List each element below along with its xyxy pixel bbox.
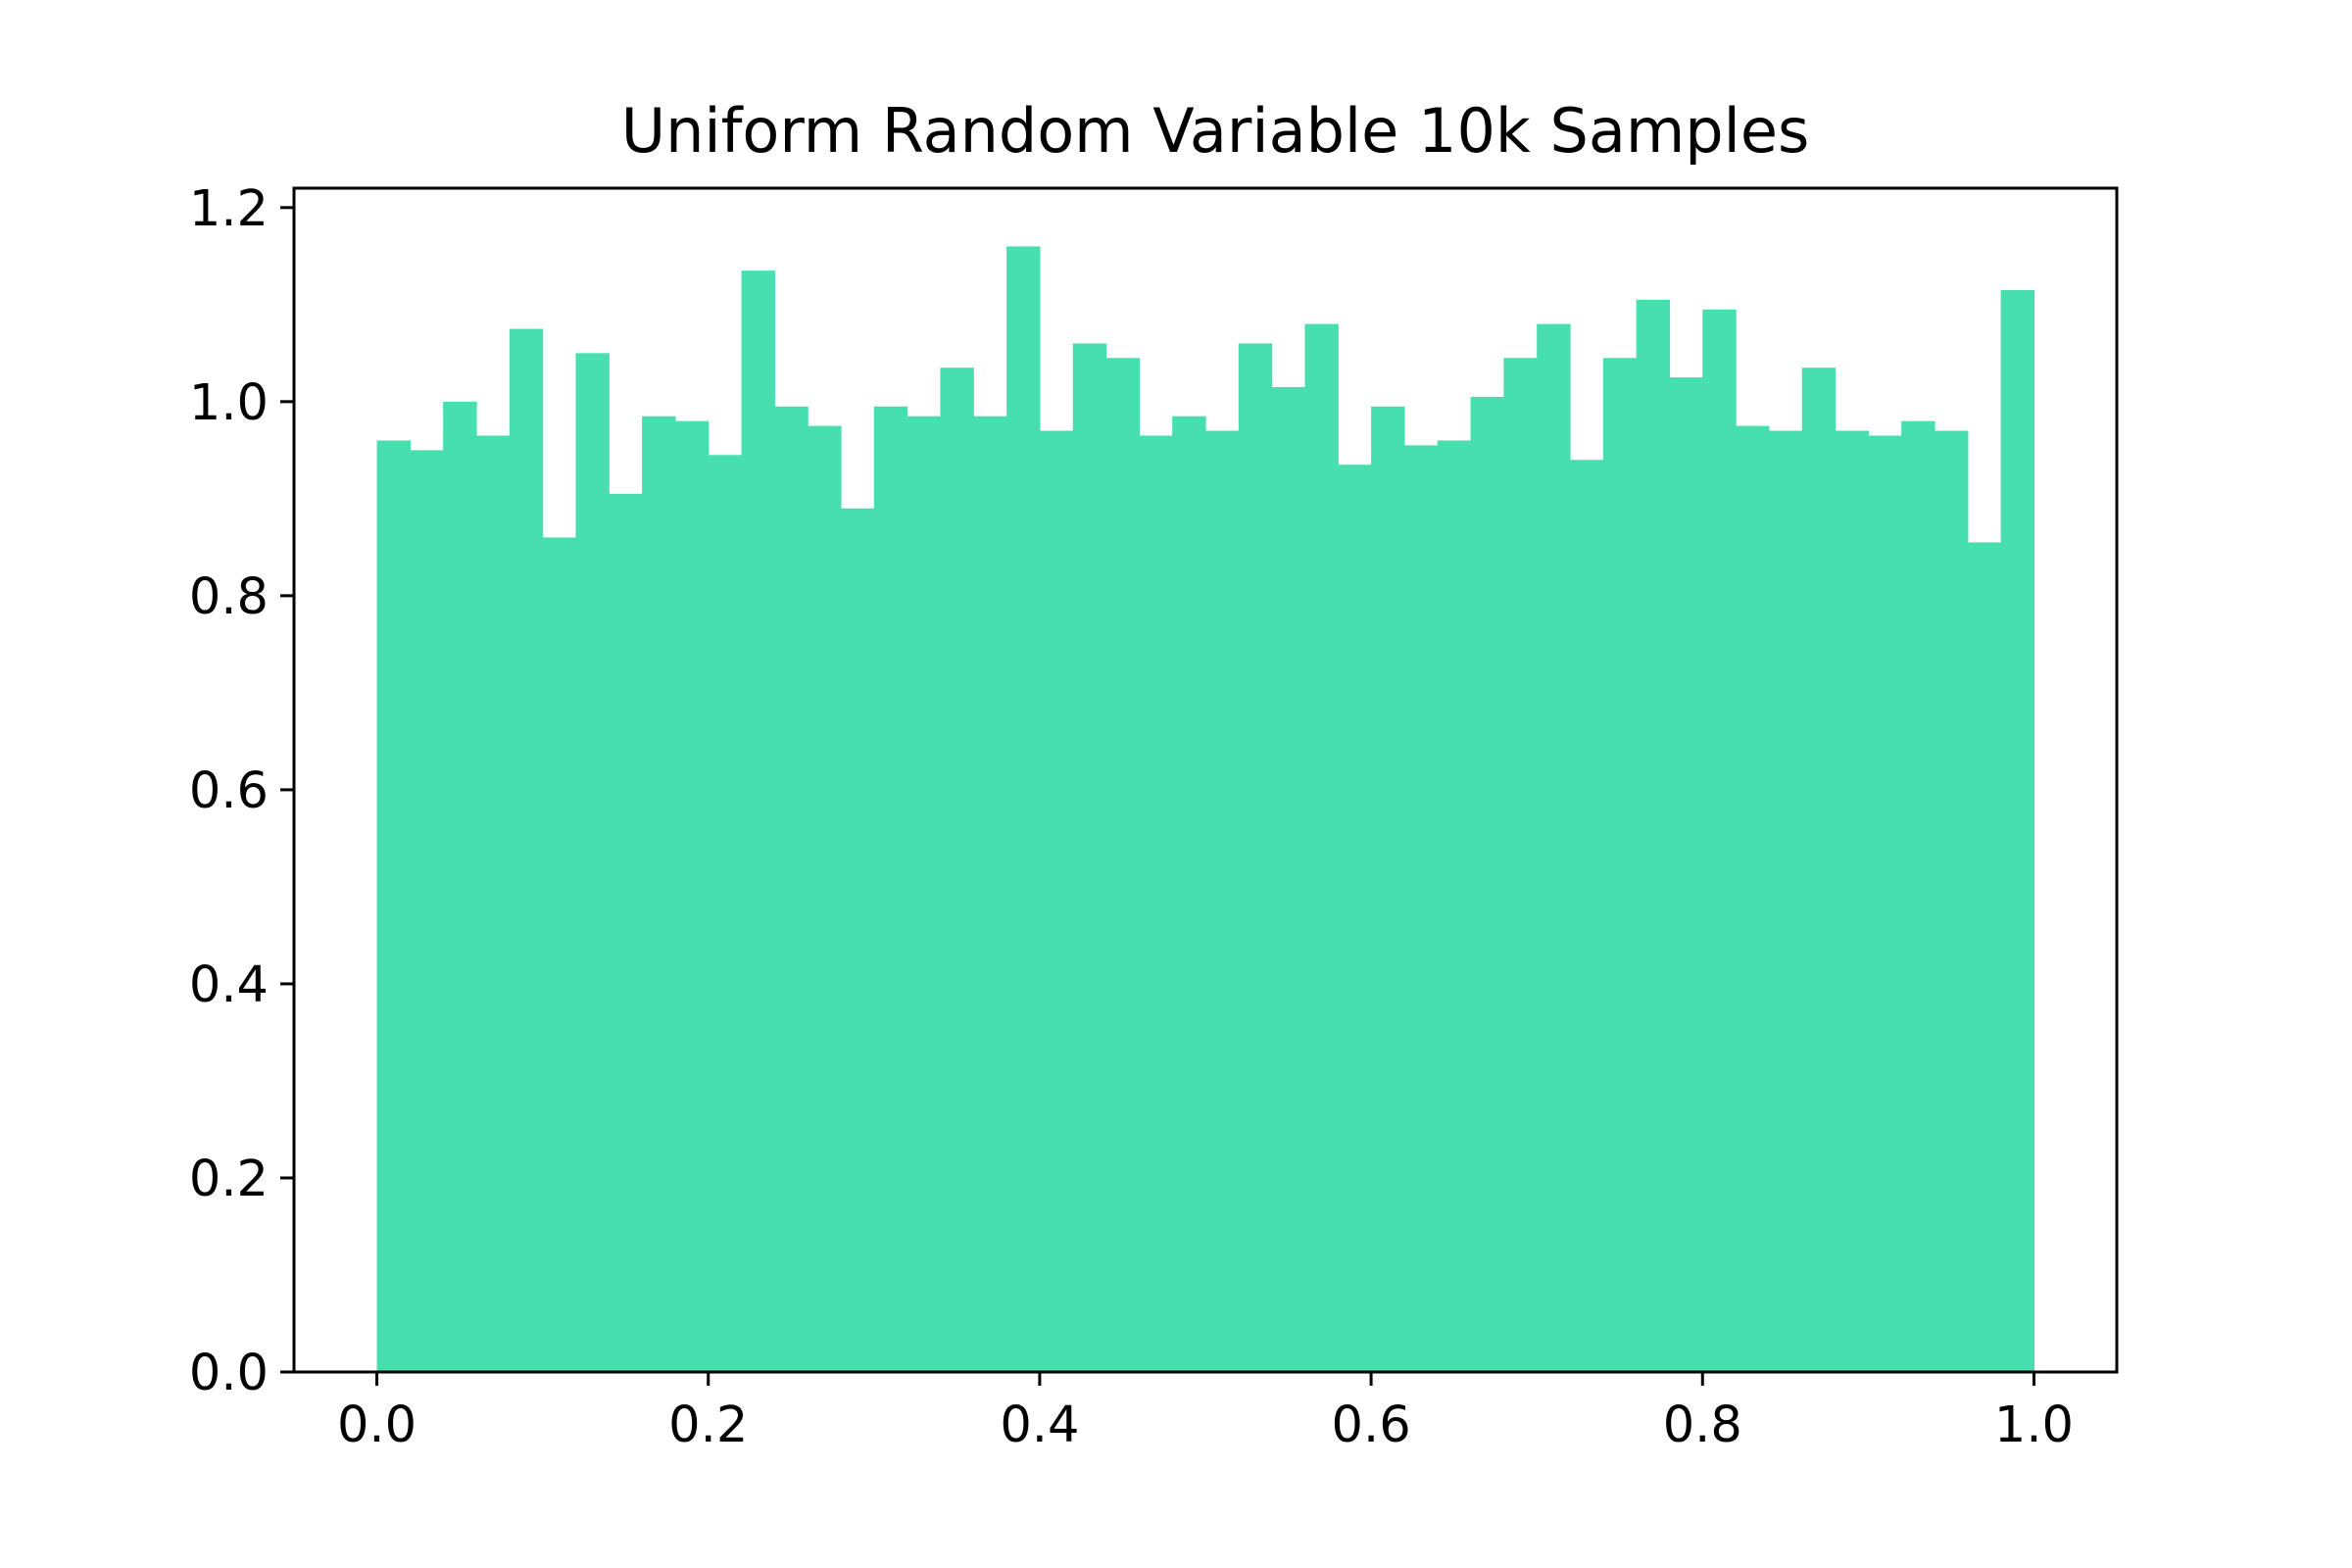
histogram-bar <box>1172 416 1206 1372</box>
histogram-bar <box>940 368 974 1373</box>
histogram-bar <box>1304 323 1339 1373</box>
histogram-bar <box>1205 430 1240 1372</box>
y-tick-label: 1.0 <box>189 374 269 432</box>
histogram-bar <box>1702 309 1737 1372</box>
histogram-bar <box>1139 435 1173 1372</box>
histogram-bar <box>873 406 908 1373</box>
y-tick-label: 1.2 <box>189 180 269 238</box>
histogram-bar <box>1072 343 1107 1372</box>
histogram-bar <box>1636 299 1671 1372</box>
histogram-bar <box>2000 289 2035 1372</box>
histogram-bar <box>1437 440 1472 1372</box>
x-tick-label: 0.8 <box>1663 1396 1742 1454</box>
y-tick-label: 0.8 <box>189 568 269 626</box>
y-axis: 0.0 0.2 0.4 0.6 0.8 1.0 1.2 <box>189 180 294 1402</box>
histogram-bar <box>1835 430 1869 1372</box>
x-tick-label: 0.4 <box>1000 1396 1079 1454</box>
chart-title: Uniform Random Variable 10k Samples <box>621 95 1810 167</box>
histogram-bar <box>1801 368 1837 1373</box>
histogram-bar <box>1006 246 1041 1373</box>
y-tick-label: 0.4 <box>189 956 269 1014</box>
histogram-bar <box>1537 323 1571 1373</box>
histogram-bar <box>1768 430 1803 1372</box>
histogram-bar <box>476 435 511 1372</box>
histogram-bar <box>1470 396 1504 1372</box>
x-tick-label: 0.2 <box>668 1396 748 1454</box>
histogram-bar <box>1338 465 1372 1372</box>
histogram-bar <box>973 416 1007 1372</box>
histogram-bar <box>542 537 577 1372</box>
plot-frame <box>292 186 2119 1374</box>
histogram-bar <box>1868 435 1902 1372</box>
histogram-bar <box>708 455 743 1373</box>
y-tick-label: 0.6 <box>189 762 269 820</box>
histogram-bar <box>674 420 710 1372</box>
histogram-bar <box>1602 358 1638 1372</box>
histogram-bar <box>1238 343 1273 1372</box>
histogram-bar <box>1039 430 1074 1372</box>
histogram-bar <box>1105 358 1140 1372</box>
histogram-bar <box>509 328 544 1373</box>
histogram-bar <box>609 493 643 1373</box>
histogram-bar <box>808 425 842 1372</box>
histogram-bar <box>1935 430 1969 1372</box>
histogram-bar <box>1669 377 1703 1372</box>
x-axis: 0.0 0.2 0.4 0.6 0.8 1.0 <box>337 1372 2074 1454</box>
x-tick-label: 0.0 <box>337 1396 416 1454</box>
x-tick-label: 1.0 <box>1994 1396 2074 1454</box>
histogram-bar <box>1271 386 1306 1372</box>
histogram-bar <box>376 440 411 1372</box>
histogram-bar <box>1901 420 1936 1372</box>
histogram-bar <box>774 406 808 1373</box>
x-tick-label: 0.6 <box>1332 1396 1411 1454</box>
histogram-bar <box>906 416 942 1372</box>
histogram-bar <box>443 401 477 1372</box>
histogram-bar <box>841 508 875 1372</box>
histogram-bar <box>1967 542 2002 1372</box>
y-tick-label: 0.2 <box>189 1151 269 1208</box>
histogram-bar <box>1503 358 1538 1372</box>
histogram-bar <box>410 450 444 1373</box>
histogram-bar <box>575 353 610 1372</box>
histogram-bar <box>1736 425 1770 1372</box>
bars-group <box>376 246 2035 1373</box>
histogram-bar <box>741 270 775 1372</box>
histogram-bar <box>1371 406 1405 1373</box>
histogram-bar <box>642 416 676 1372</box>
histogram-bar <box>1403 445 1439 1372</box>
histogram-bar <box>1570 460 1604 1372</box>
y-tick-label: 0.0 <box>189 1345 269 1402</box>
